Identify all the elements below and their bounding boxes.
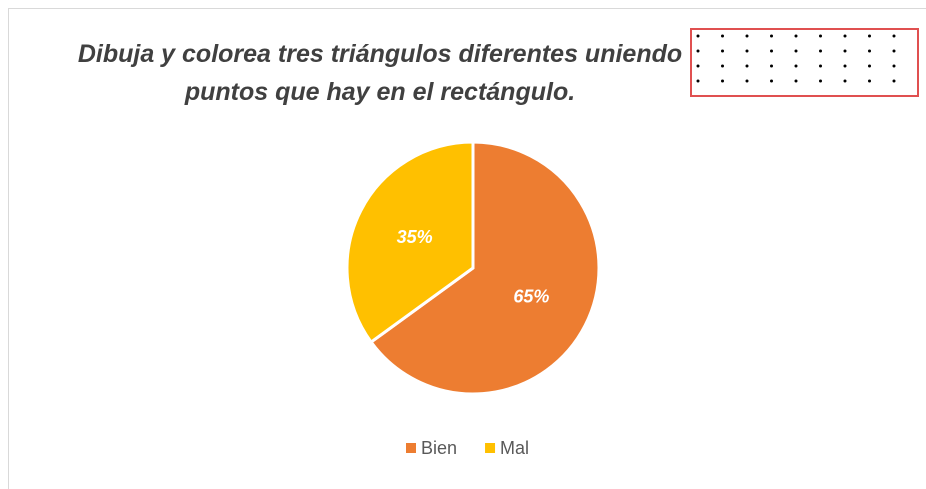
chart: 65% 35% Bien Mal <box>345 140 601 458</box>
pie-slice <box>368 140 601 396</box>
pie-slice <box>345 140 475 345</box>
data-label: 35% <box>397 227 433 247</box>
legend-swatch <box>485 443 496 453</box>
legend-swatch <box>406 443 416 453</box>
legend-label: Bien <box>421 438 457 458</box>
chart-title: puntos que hay en el rectángulo. <box>184 78 576 106</box>
legend-label: Mal <box>500 438 529 458</box>
page: Dibuja y colorea tres triángulos diferen… <box>8 8 926 489</box>
chart-title: Dibuja y colorea tres triángulos diferen… <box>77 40 683 68</box>
data-label: 65% <box>513 286 549 306</box>
dot-grid-image <box>690 28 919 97</box>
chart-frame <box>8 8 926 489</box>
